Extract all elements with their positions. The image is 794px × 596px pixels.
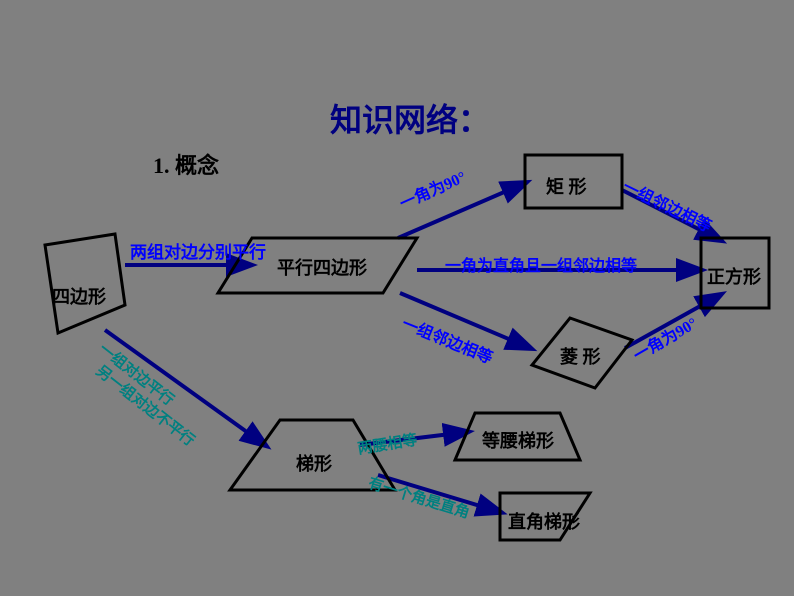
section-subtitle: 1. 概念 (153, 148, 219, 180)
diagram-svg (0, 0, 794, 596)
node-label-rectangle: 矩 形 (546, 173, 587, 199)
edge-label-3: 一角为直角且一组邻边相等 (445, 252, 637, 276)
edge-label-0: 两组对边分别平行 (130, 238, 266, 263)
node-label-right_trapezoid: 直角梯形 (508, 508, 580, 534)
node-label-quadrilateral: 四边形 (52, 283, 106, 309)
node-label-rhombus: 菱 形 (560, 343, 601, 369)
node-label-isoceles_trapezoid: 等腰梯形 (482, 427, 554, 453)
node-label-square: 正方形 (707, 263, 761, 289)
node-label-parallelogram: 平行四边形 (277, 254, 367, 280)
node-label-trapezoid: 梯形 (296, 450, 332, 476)
page-title: 知识网络： (330, 95, 490, 141)
